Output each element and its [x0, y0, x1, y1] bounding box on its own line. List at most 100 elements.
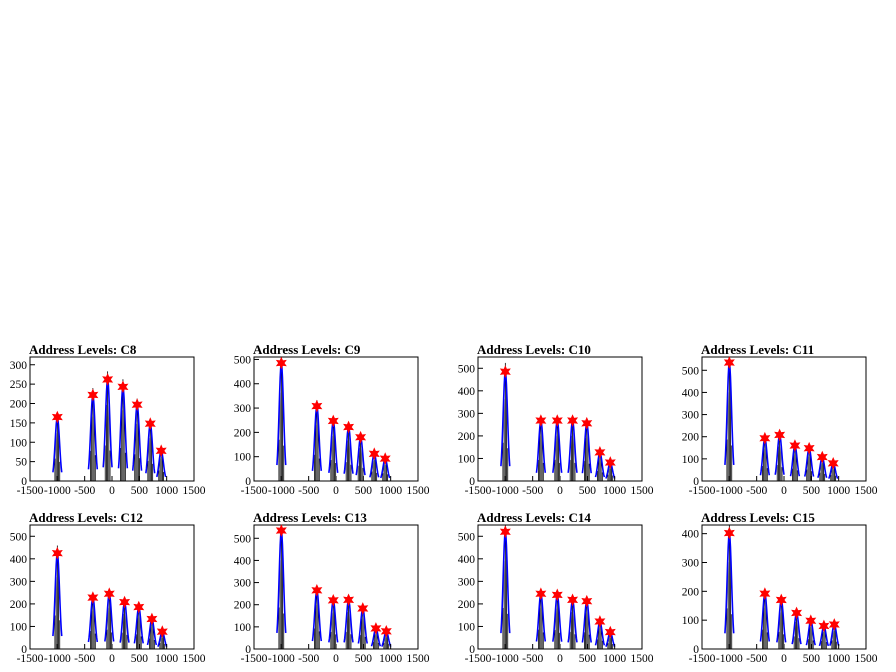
x-tick-label: -500 [74, 485, 95, 497]
x-tick-label: 1500 [407, 485, 430, 497]
x-tick-label: -500 [522, 653, 543, 665]
x-tick-label: -500 [746, 485, 767, 497]
peak-marker [327, 414, 339, 428]
y-tick-label: 50 [16, 457, 28, 469]
peak-marker [102, 373, 114, 386]
y-tick-label: 500 [458, 363, 476, 375]
y-tick-label: 300 [234, 578, 252, 590]
peak-marker [87, 591, 99, 604]
peak-marker [343, 420, 355, 434]
x-tick-label: 1000 [603, 485, 626, 497]
x-tick-label: 0 [557, 653, 563, 665]
x-tick-label: -500 [298, 485, 319, 497]
peak-marker [594, 446, 606, 459]
y-tick-label: 500 [234, 354, 252, 366]
x-tick-label: -1000 [44, 485, 71, 497]
chart-panel-5: Address Levels: C13 0 100 200 300 400 500 -1500… [234, 510, 430, 665]
peak-marker [567, 414, 579, 427]
x-tick-label: 1000 [155, 485, 178, 497]
y-tick-label: 300 [458, 576, 476, 588]
x-tick-label: 0 [781, 485, 787, 497]
y-tick-label: 100 [234, 622, 252, 634]
peak-marker [380, 624, 392, 638]
peak-marker [311, 583, 323, 597]
x-tick-label: 0 [109, 653, 115, 665]
peak-marker [119, 595, 131, 609]
peak-marker [368, 447, 380, 461]
y-tick-label: 300 [458, 408, 476, 420]
x-tick-label: 1500 [183, 653, 206, 665]
y-tick-label: 300 [10, 360, 28, 372]
peak-marker [581, 594, 593, 608]
x-tick-label: -1000 [44, 653, 71, 665]
peak-marker [311, 399, 323, 413]
peak-marker [327, 593, 339, 607]
y-tick-label: 0 [693, 476, 699, 488]
peak-marker [535, 414, 547, 427]
peak-marker [355, 430, 367, 444]
x-tick-label: -1500 [17, 653, 44, 665]
x-tick-label: 500 [803, 485, 821, 497]
x-tick-label: 1000 [827, 653, 850, 665]
x-tick-label: -1500 [241, 653, 268, 665]
peak-marker [581, 416, 593, 430]
peak-marker [357, 602, 369, 615]
peak-marker [789, 439, 801, 452]
chart-title: Address Levels: C14 [477, 510, 591, 525]
peak-marker [551, 588, 563, 602]
x-tick-label: 1000 [603, 653, 626, 665]
y-tick-label: 300 [10, 576, 28, 588]
chart-panel-7: Address Levels: C15 0 100 200 300 400 -1500 -10… [682, 510, 878, 665]
y-tick-label: 400 [682, 387, 700, 399]
x-tick-label: 500 [131, 653, 149, 665]
peak-marker [759, 587, 771, 600]
y-tick-label: 0 [693, 644, 699, 656]
y-tick-label: 300 [234, 403, 252, 415]
x-tick-label: 0 [109, 485, 115, 497]
peak-marker [51, 546, 63, 560]
peak-marker [535, 587, 547, 601]
x-tick-label: 0 [333, 485, 339, 497]
chart-panel-2: Address Levels: C10 0 100 200 300 400 500 -1500… [458, 342, 654, 497]
peak-marker [499, 365, 511, 378]
x-tick-label: 1500 [855, 485, 878, 497]
peak-marker [759, 431, 771, 445]
y-tick-label: 400 [458, 386, 476, 398]
y-tick-label: 500 [234, 533, 252, 545]
x-tick-label: 0 [333, 653, 339, 665]
peak-marker [604, 625, 616, 639]
x-tick-label: 0 [781, 653, 787, 665]
peak-marker [604, 456, 616, 469]
y-tick-label: 400 [458, 554, 476, 566]
peak-marker [146, 612, 158, 626]
x-tick-label: 1000 [379, 653, 402, 665]
x-tick-label: -500 [74, 653, 95, 665]
y-tick-label: 150 [10, 418, 28, 430]
y-tick-label: 0 [245, 476, 251, 488]
peak-marker [499, 525, 511, 539]
y-tick-label: 200 [682, 586, 700, 598]
y-tick-label: 100 [458, 453, 476, 465]
x-tick-label: -1000 [268, 485, 295, 497]
x-tick-label: 500 [355, 653, 373, 665]
chart-panel-4: Address Levels: C12 0 100 200 300 400 500 -1500… [10, 510, 206, 665]
x-tick-label: -1500 [689, 485, 716, 497]
x-tick-label: -1000 [716, 485, 743, 497]
x-tick-label: -500 [298, 653, 319, 665]
y-tick-label: 0 [21, 644, 27, 656]
x-tick-label: 1000 [379, 485, 402, 497]
peak-marker [567, 593, 579, 607]
y-tick-label: 200 [458, 431, 476, 443]
peak-marker [803, 441, 815, 455]
x-tick-label: -1500 [689, 653, 716, 665]
x-tick-label: 500 [131, 485, 149, 497]
peak-marker [723, 356, 735, 369]
y-tick-label: 300 [682, 557, 700, 569]
peak-marker [51, 410, 63, 424]
peak-marker [275, 356, 287, 370]
x-tick-label: -1000 [716, 653, 743, 665]
y-tick-label: 100 [234, 452, 252, 464]
chart-title: Address Levels: C9 [253, 342, 361, 357]
peak-marker [827, 456, 839, 470]
y-tick-label: 0 [469, 644, 475, 656]
